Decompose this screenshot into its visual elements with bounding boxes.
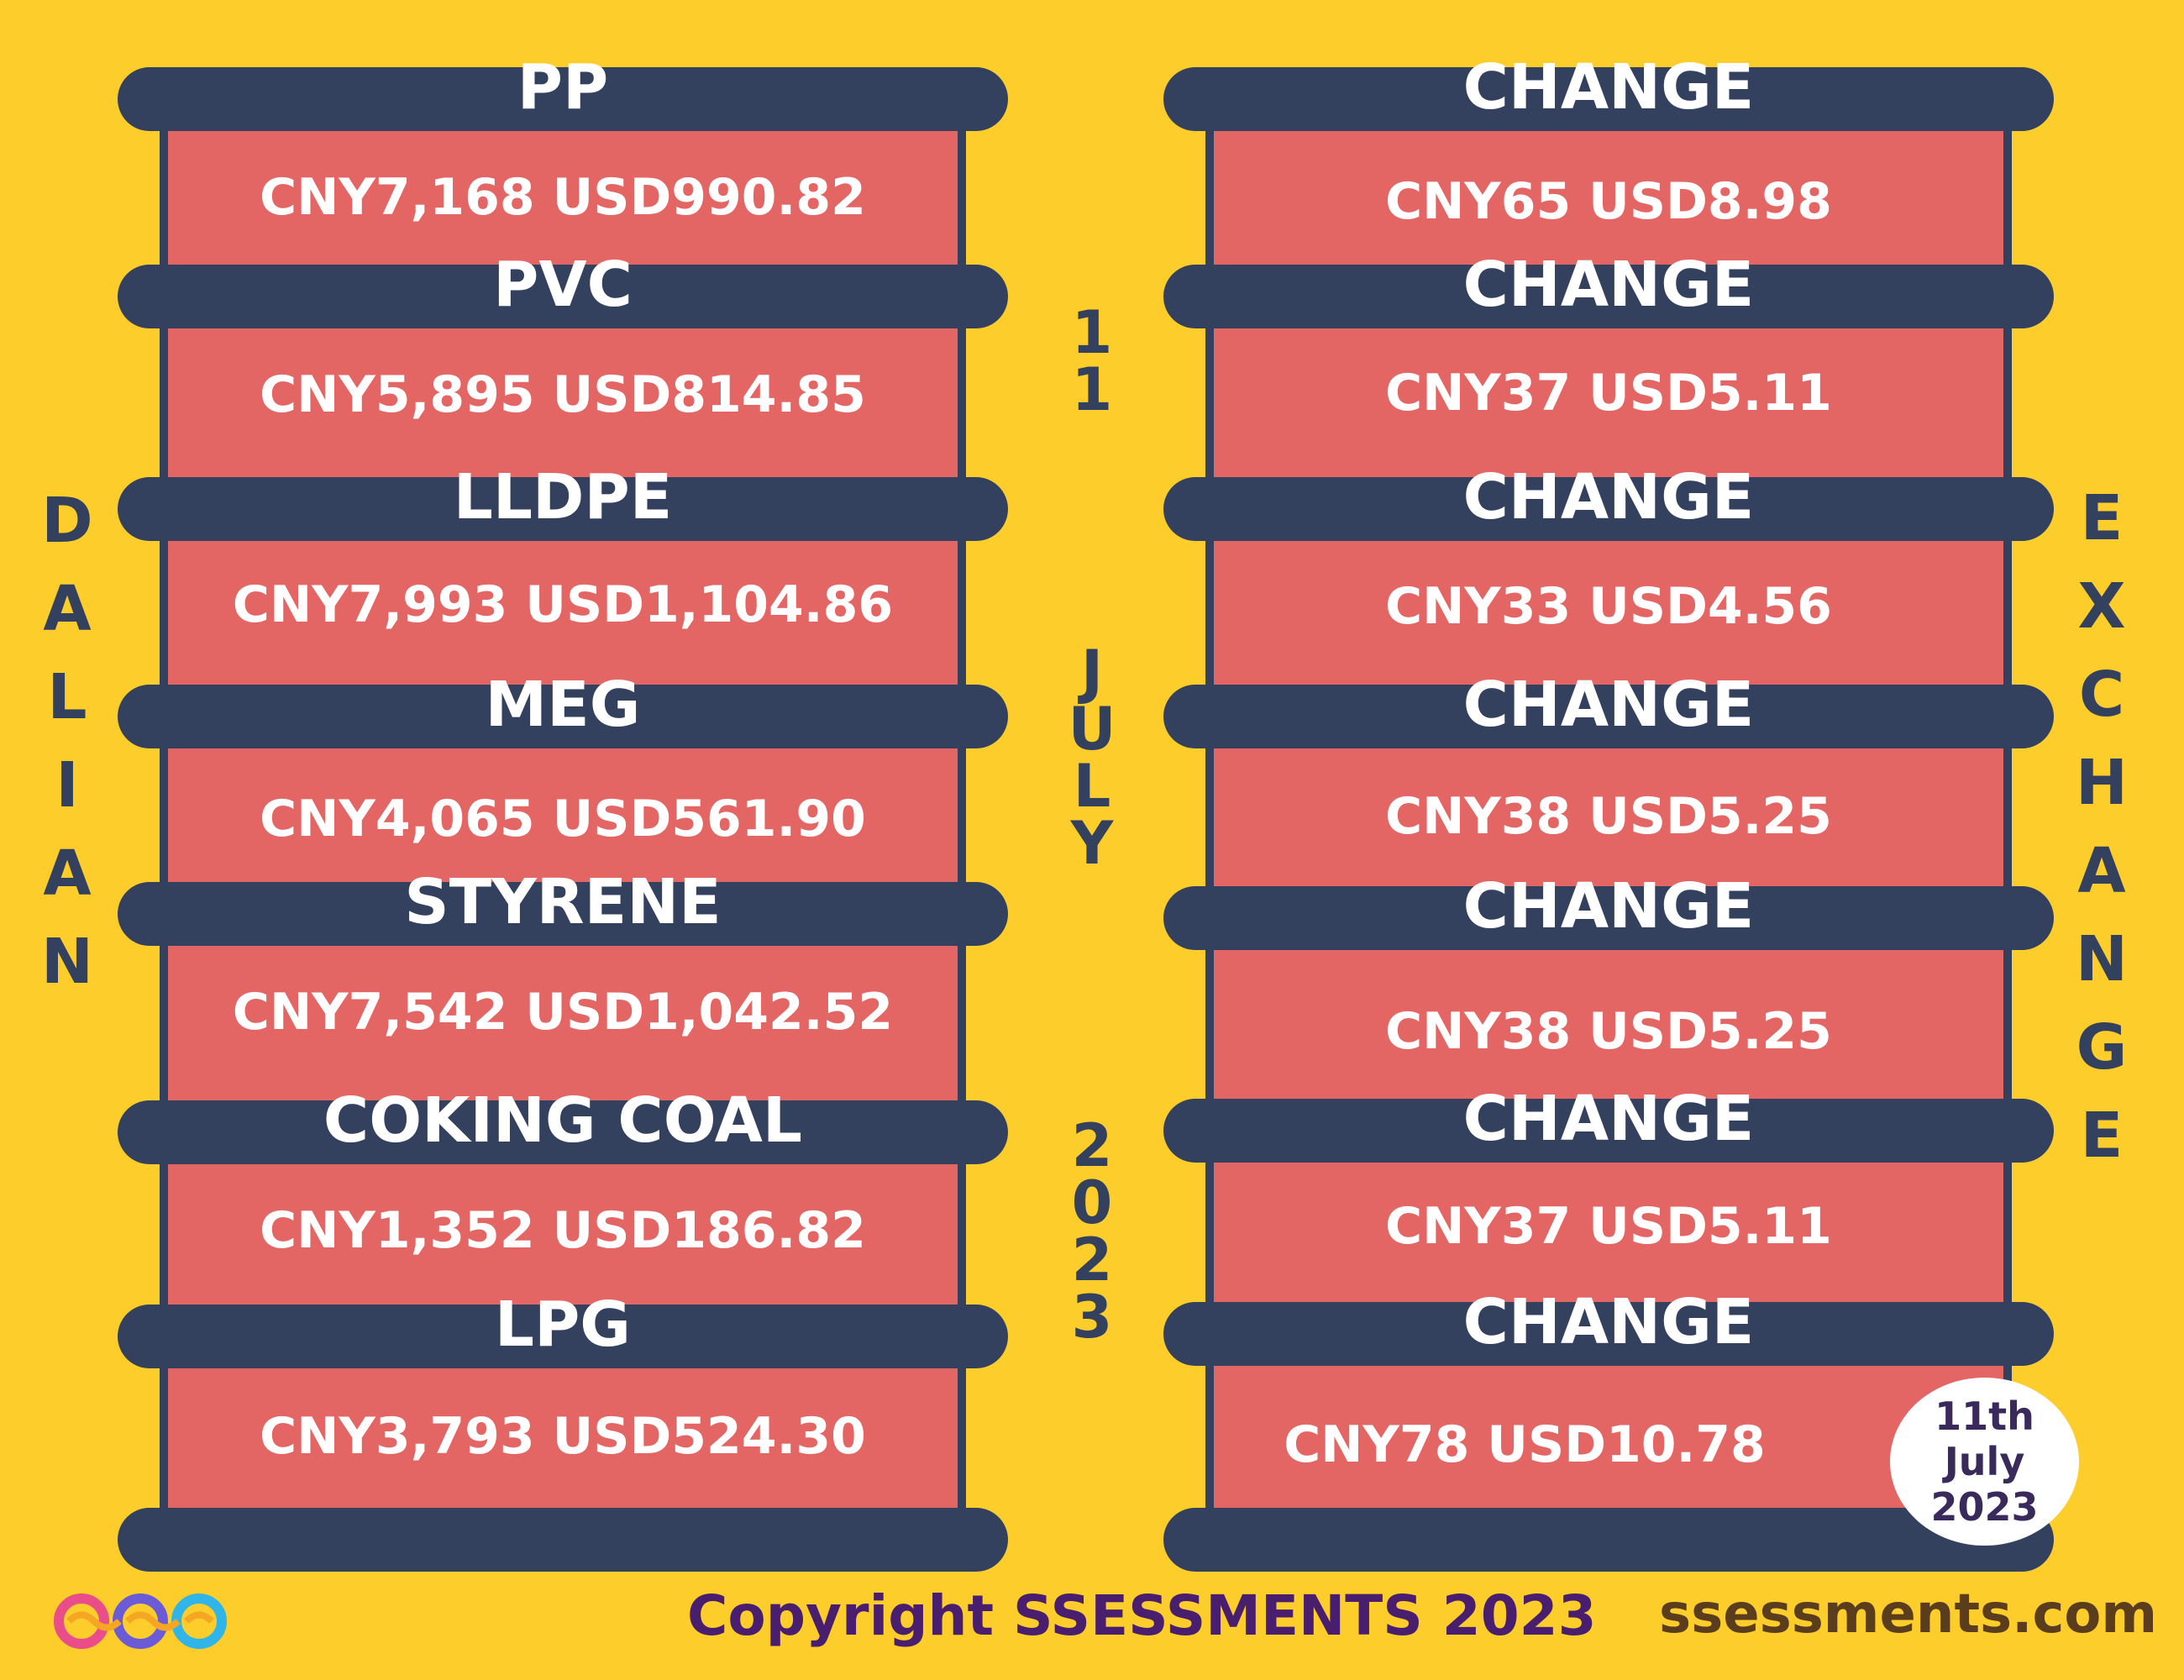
change-value: CNY37 USD5.11 (1385, 364, 1832, 423)
title-letter: X (2077, 570, 2126, 643)
panel-bottom-bar (1163, 1508, 2054, 1572)
title-letter: D (41, 485, 93, 557)
commodity-header-bar: STYRENE (118, 870, 1008, 946)
commodity-header-bar: PP (118, 55, 1008, 131)
change-label: CHANGE (1462, 249, 1755, 321)
change-label: CHANGE (1462, 461, 1755, 533)
commodity-name: LLDPE (453, 461, 673, 533)
commodity-name: PP (517, 51, 609, 123)
commodity-name: LPG (494, 1289, 632, 1361)
date-char: 1 (1071, 355, 1113, 424)
dalian-vertical-title: D A L I A N (34, 477, 101, 1006)
change-header-bar: CHANGE (1163, 55, 2054, 131)
commodity-header-bar: LLDPE (118, 465, 1008, 541)
copyright-text: Copyright SSESSMENTS 2023 (687, 1583, 1597, 1648)
website-link[interactable]: ssessments.com (1659, 1583, 2158, 1646)
date-char: U (1068, 695, 1116, 764)
change-value: CNY38 USD5.25 (1385, 1002, 1832, 1061)
title-letter: N (41, 926, 93, 998)
commodity-header-bar: LPG (118, 1293, 1008, 1368)
changes-panel (1205, 118, 2012, 1529)
change-value: CNY38 USD5.25 (1385, 787, 1832, 846)
change-header-bar: CHANGE (1163, 673, 2054, 748)
change-header-bar: CHANGE (1163, 1290, 2054, 1366)
date-char: 1 (1071, 298, 1113, 367)
change-value: CNY65 USD8.98 (1385, 172, 1832, 231)
commodity-header-bar: PVC (118, 253, 1008, 328)
title-letter: A (43, 573, 92, 645)
title-letter: E (2080, 482, 2124, 554)
date-year-vertical: 2 0 2 3 (1063, 1111, 1121, 1352)
title-letter: H (2076, 747, 2128, 819)
badge-month: July (1944, 1439, 2025, 1484)
commodity-price: CNY7,993 USD1,104.86 (232, 575, 894, 634)
date-badge: 11th July 2023 (1890, 1378, 2079, 1546)
title-letter: A (2077, 835, 2126, 907)
date-day-vertical: 1 1 (1063, 298, 1121, 424)
change-label: CHANGE (1462, 1286, 1755, 1358)
prices-panel (160, 118, 966, 1529)
commodity-price: CNY5,895 USD814.85 (260, 365, 866, 424)
commodity-name: COKING COAL (323, 1084, 803, 1157)
commodity-price: CNY7,542 USD1,042.52 (232, 983, 894, 1042)
change-header-bar: CHANGE (1163, 1087, 2054, 1163)
infinity-circles-logo-icon (52, 1592, 228, 1654)
change-header-bar: CHANGE (1163, 253, 2054, 328)
exchange-vertical-title: E X C H A N G E (2068, 475, 2135, 1180)
changes-column: CHANGE CNY65 USD8.98 CHANGE CNY37 USD5.1… (1163, 0, 2054, 1579)
commodity-price: CNY7,168 USD990.82 (260, 168, 866, 227)
commodity-name: STYRENE (404, 866, 722, 938)
commodity-price: CNY1,352 USD186.82 (260, 1201, 866, 1260)
change-label: CHANGE (1462, 1083, 1755, 1155)
title-letter: C (2078, 659, 2125, 731)
change-value: CNY78 USD10.78 (1284, 1415, 1766, 1474)
badge-year: 2023 (1930, 1484, 2039, 1530)
badge-day: 11th (1935, 1394, 2034, 1439)
title-letter: A (43, 837, 92, 910)
date-char: J (1080, 638, 1104, 706)
change-value: CNY37 USD5.11 (1385, 1197, 1832, 1256)
commodity-name: MEG (485, 669, 641, 741)
commodity-name: PVC (493, 249, 633, 321)
change-label: CHANGE (1462, 870, 1755, 942)
change-value: CNY33 USD4.56 (1385, 577, 1832, 636)
commodity-header-bar: MEG (118, 673, 1008, 748)
date-char: Y (1070, 809, 1114, 878)
date-char: L (1073, 752, 1111, 821)
change-label: CHANGE (1462, 51, 1755, 123)
commodity-price: CNY3,793 USD524.30 (260, 1407, 866, 1466)
change-header-bar: CHANGE (1163, 874, 2054, 950)
title-letter: L (47, 661, 87, 733)
date-month-vertical: J U L Y (1063, 638, 1121, 878)
title-letter: N (2076, 923, 2128, 995)
commodity-price: CNY4,065 USD561.90 (260, 790, 866, 848)
change-label: CHANGE (1462, 669, 1755, 741)
title-letter: G (2076, 1011, 2128, 1084)
title-letter: E (2080, 1100, 2124, 1172)
commodity-header-bar: COKING COAL (118, 1089, 1008, 1164)
prices-column: PP CNY7,168 USD990.82 PVC CNY5,895 USD81… (118, 0, 1008, 1579)
change-header-bar: CHANGE (1163, 465, 2054, 541)
panel-bottom-bar (118, 1508, 1008, 1572)
date-char: 2 (1071, 1226, 1113, 1294)
date-char: 3 (1071, 1283, 1113, 1352)
date-char: 0 (1071, 1168, 1113, 1237)
date-char: 2 (1071, 1111, 1113, 1180)
title-letter: I (55, 749, 79, 822)
